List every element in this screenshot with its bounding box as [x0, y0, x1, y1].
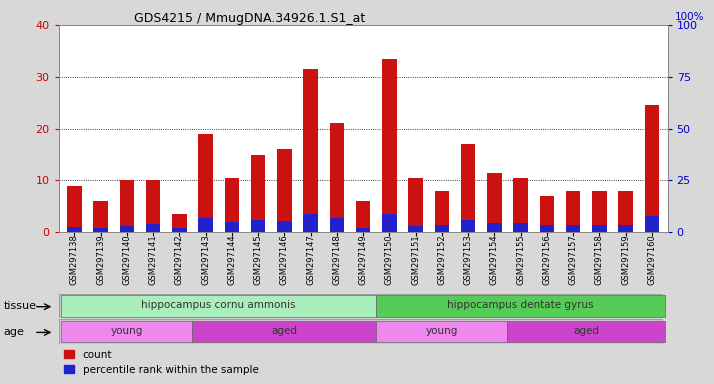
Bar: [376, 295, 665, 317]
Bar: [198, 218, 213, 232]
Bar: [225, 222, 239, 232]
Bar: [508, 321, 665, 343]
Bar: [566, 191, 580, 232]
Bar: [119, 226, 134, 232]
Text: GSM297149: GSM297149: [358, 234, 368, 285]
Bar: [376, 321, 508, 343]
Bar: [592, 225, 607, 232]
Text: 100%: 100%: [675, 12, 704, 22]
Bar: [94, 201, 108, 232]
Bar: [408, 226, 423, 232]
Bar: [225, 178, 239, 232]
Bar: [330, 123, 344, 232]
Text: GSM297154: GSM297154: [490, 234, 499, 285]
Bar: [94, 228, 108, 232]
Bar: [513, 223, 528, 232]
Text: GSM297151: GSM297151: [411, 234, 420, 285]
Bar: [592, 191, 607, 232]
Bar: [172, 228, 186, 232]
Bar: [303, 69, 318, 232]
Bar: [540, 196, 554, 232]
Bar: [146, 180, 160, 232]
Bar: [61, 295, 376, 317]
Legend: count, percentile rank within the sample: count, percentile rank within the sample: [64, 350, 258, 375]
Text: GSM297153: GSM297153: [463, 234, 473, 285]
Bar: [382, 214, 396, 232]
Text: GSM297152: GSM297152: [437, 234, 446, 285]
Text: GSM297138: GSM297138: [70, 234, 79, 285]
Bar: [356, 228, 371, 232]
Text: aged: aged: [271, 326, 297, 336]
Text: GSM297141: GSM297141: [149, 234, 158, 285]
Bar: [618, 191, 633, 232]
Text: GSM297140: GSM297140: [122, 234, 131, 285]
Bar: [487, 223, 501, 232]
Bar: [277, 221, 291, 232]
Bar: [330, 218, 344, 232]
Text: age: age: [4, 326, 24, 337]
Text: hippocampus cornu ammonis: hippocampus cornu ammonis: [141, 300, 296, 310]
Text: GSM297158: GSM297158: [595, 234, 604, 285]
Text: GSM297143: GSM297143: [201, 234, 210, 285]
Text: GSM297146: GSM297146: [280, 234, 289, 285]
Text: hippocampus dentate gyrus: hippocampus dentate gyrus: [447, 300, 594, 310]
Text: aged: aged: [573, 326, 599, 336]
Bar: [408, 178, 423, 232]
Text: GSM297156: GSM297156: [543, 234, 551, 285]
Text: young: young: [111, 326, 143, 336]
Bar: [461, 144, 476, 232]
Bar: [251, 154, 266, 232]
Bar: [119, 180, 134, 232]
Bar: [277, 149, 291, 232]
Bar: [193, 321, 376, 343]
Bar: [645, 216, 659, 232]
Text: tissue: tissue: [4, 301, 36, 311]
Text: GSM297139: GSM297139: [96, 234, 105, 285]
Bar: [61, 321, 193, 343]
Bar: [645, 105, 659, 232]
Text: GSM297160: GSM297160: [648, 234, 656, 285]
Bar: [146, 224, 160, 232]
Bar: [172, 214, 186, 232]
Bar: [382, 59, 396, 232]
Bar: [540, 225, 554, 232]
Bar: [67, 227, 81, 232]
Text: GSM297142: GSM297142: [175, 234, 183, 285]
Text: GSM297144: GSM297144: [227, 234, 236, 285]
Text: GDS4215 / MmugDNA.34926.1.S1_at: GDS4215 / MmugDNA.34926.1.S1_at: [134, 12, 366, 25]
Bar: [618, 225, 633, 232]
Text: young: young: [426, 326, 458, 336]
Bar: [487, 173, 501, 232]
Text: GSM297159: GSM297159: [621, 234, 630, 285]
Bar: [513, 178, 528, 232]
Text: GSM297147: GSM297147: [306, 234, 315, 285]
Bar: [461, 220, 476, 232]
Text: GSM297155: GSM297155: [516, 234, 525, 285]
Text: GSM297145: GSM297145: [253, 234, 263, 285]
Bar: [435, 225, 449, 232]
Bar: [356, 201, 371, 232]
Bar: [566, 225, 580, 232]
Bar: [251, 220, 266, 232]
Text: GSM297157: GSM297157: [568, 234, 578, 285]
Text: GSM297150: GSM297150: [385, 234, 394, 285]
Text: GSM297148: GSM297148: [332, 234, 341, 285]
Bar: [67, 186, 81, 232]
Bar: [198, 134, 213, 232]
Bar: [303, 214, 318, 232]
Bar: [435, 191, 449, 232]
